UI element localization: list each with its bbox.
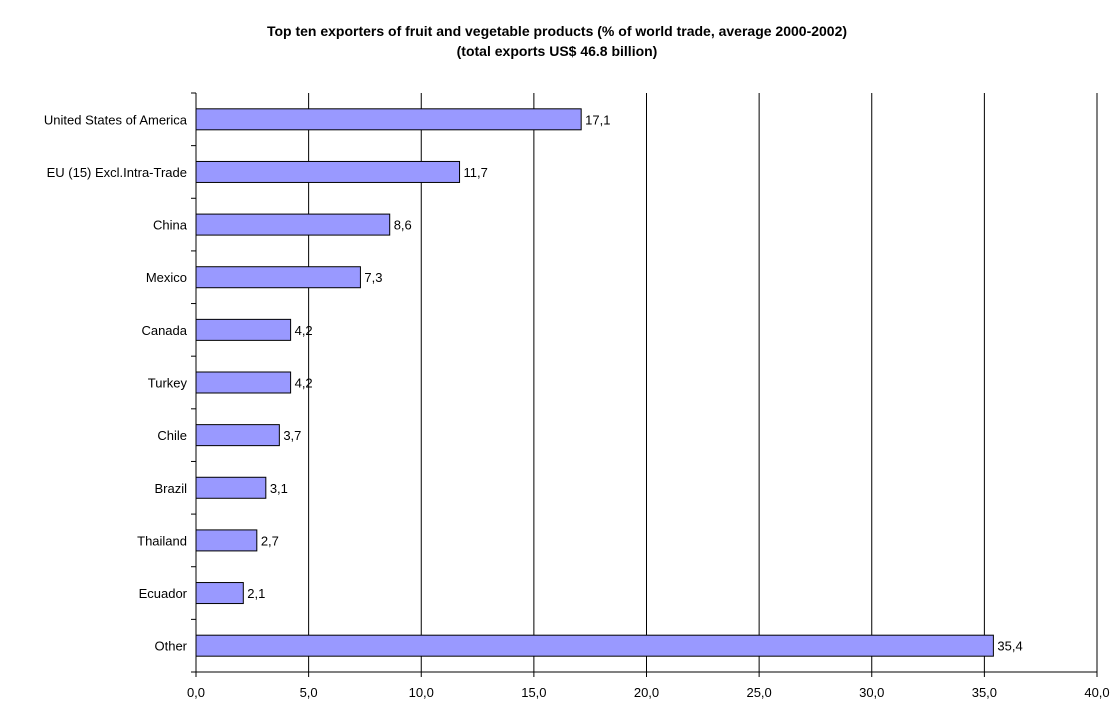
category-label: Mexico <box>146 270 187 285</box>
data-label: 3,1 <box>270 481 288 496</box>
bar <box>195 476 267 499</box>
bar <box>195 582 244 605</box>
category-label: Thailand <box>137 533 187 548</box>
data-label: 2,1 <box>247 586 265 601</box>
bars <box>195 108 994 657</box>
category-label: Brazil <box>154 481 187 496</box>
bar <box>195 529 258 552</box>
category-label: United States of America <box>44 112 188 127</box>
bar <box>195 634 994 657</box>
data-label: 4,2 <box>295 376 313 391</box>
bar <box>195 318 292 341</box>
data-label: 7,3 <box>364 270 382 285</box>
category-label: Chile <box>157 428 187 443</box>
x-tick-label: 0,0 <box>187 685 205 700</box>
x-tick-label: 15,0 <box>521 685 546 700</box>
chart-title: Top ten exporters of fruit and vegetable… <box>266 23 848 39</box>
category-label: Other <box>154 639 187 654</box>
x-tick-label: 30,0 <box>859 685 884 700</box>
category-label: China <box>153 218 188 233</box>
x-tick-label: 10,0 <box>409 685 434 700</box>
axes <box>191 92 1098 677</box>
data-label: 4,2 <box>295 323 313 338</box>
category-label: EU (15) Excl.Intra-Trade <box>47 165 187 180</box>
x-tick-label: 20,0 <box>634 685 659 700</box>
bar <box>195 424 280 447</box>
data-label: 8,6 <box>394 218 412 233</box>
labels: 0,0 5,0 10,0 15,0 20,0 25,0 30,0 35,0 40,0 United… <box>44 112 1110 700</box>
bar <box>195 213 391 236</box>
x-tick-label: 5,0 <box>300 685 318 700</box>
data-label: 35,4 <box>997 639 1022 654</box>
data-label: 17,1 <box>585 112 610 127</box>
data-label: 11,7 <box>464 165 488 180</box>
x-tick-label: 40,0 <box>1084 685 1109 700</box>
chart-subtitle: (total exports US$ 46.8 billion) <box>456 43 658 59</box>
category-label: Turkey <box>148 376 188 391</box>
bar <box>195 371 292 394</box>
bar <box>195 108 582 131</box>
gridlines <box>308 93 1098 672</box>
data-label: 2,7 <box>261 533 279 548</box>
bar <box>195 160 461 183</box>
category-label: Canada <box>141 323 187 338</box>
x-tick-label: 25,0 <box>746 685 771 700</box>
x-tick-label: 35,0 <box>972 685 997 700</box>
bar <box>195 266 361 289</box>
category-label: Ecuador <box>139 586 188 601</box>
data-label: 3,7 <box>283 428 301 443</box>
